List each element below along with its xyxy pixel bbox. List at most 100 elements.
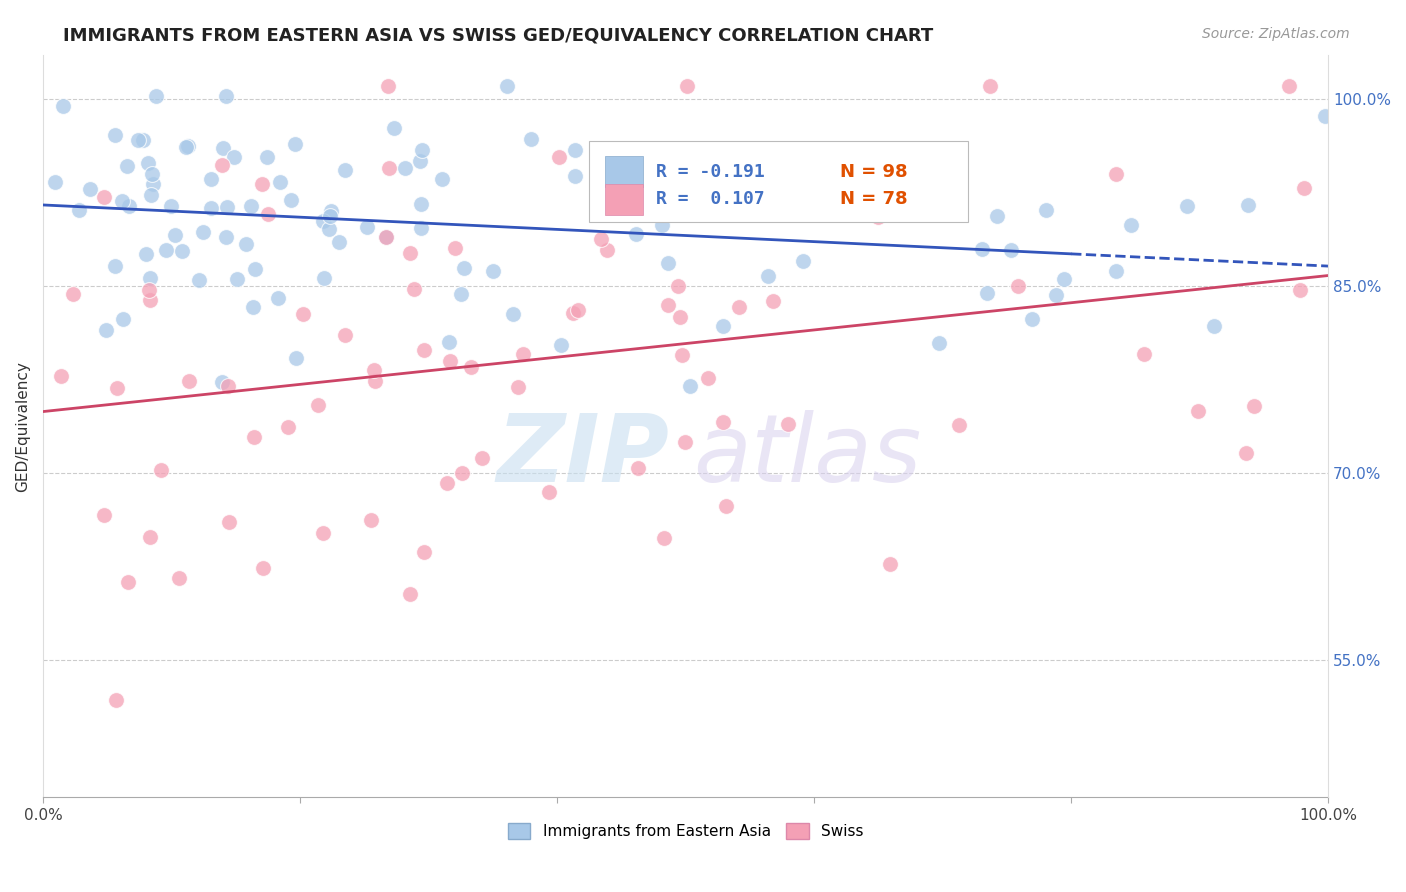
Point <box>159 199 181 213</box>
Point <box>217 379 239 393</box>
Point <box>269 175 291 189</box>
Text: N = 78: N = 78 <box>839 190 907 209</box>
Point <box>460 359 482 374</box>
Point <box>471 451 494 466</box>
Point <box>104 693 127 707</box>
Point <box>245 262 267 277</box>
Point <box>226 272 249 286</box>
Point <box>567 302 589 317</box>
Point <box>976 286 998 301</box>
Point <box>1313 110 1336 124</box>
Point <box>314 270 336 285</box>
Text: atlas: atlas <box>693 410 922 501</box>
Point <box>127 133 149 147</box>
Point <box>312 213 335 227</box>
Point <box>696 370 718 384</box>
Point <box>177 138 200 153</box>
Point <box>211 158 233 172</box>
Point <box>118 199 141 213</box>
Point <box>284 351 307 365</box>
Point <box>564 143 586 157</box>
FancyBboxPatch shape <box>605 156 644 187</box>
Legend: Immigrants from Eastern Asia, Swiss: Immigrants from Eastern Asia, Swiss <box>502 817 870 846</box>
Point <box>1278 79 1301 94</box>
Point <box>136 156 159 170</box>
Point <box>562 306 585 320</box>
Point <box>538 485 561 500</box>
Point <box>444 241 467 255</box>
Point <box>657 297 679 311</box>
Point <box>547 150 569 164</box>
Point <box>215 230 238 244</box>
Point <box>104 128 127 142</box>
Point <box>174 140 197 154</box>
Point <box>382 120 405 135</box>
Point <box>52 99 75 113</box>
Point <box>714 174 737 188</box>
Point <box>93 508 115 523</box>
Point <box>49 369 72 384</box>
Point <box>277 420 299 434</box>
Point <box>256 150 278 164</box>
Point <box>311 526 333 541</box>
Point <box>67 203 90 218</box>
Point <box>741 207 763 221</box>
Point <box>879 557 901 571</box>
Point <box>375 229 398 244</box>
Point <box>624 227 647 242</box>
Point <box>292 307 315 321</box>
Point <box>948 417 970 432</box>
Point <box>564 169 586 183</box>
Point <box>142 178 165 192</box>
Point <box>398 246 420 260</box>
Point <box>235 236 257 251</box>
Point <box>111 194 134 208</box>
Point <box>141 187 163 202</box>
Text: ZIP: ZIP <box>496 410 669 502</box>
Point <box>165 228 187 243</box>
Point <box>132 133 155 147</box>
Point <box>215 88 238 103</box>
Point <box>138 283 160 297</box>
Point <box>187 273 209 287</box>
Point <box>711 318 734 333</box>
Y-axis label: GED/Equivalency: GED/Equivalency <box>15 361 30 491</box>
Point <box>200 172 222 186</box>
Point <box>240 199 263 213</box>
Point <box>149 463 172 477</box>
Point <box>589 232 612 246</box>
Point <box>135 247 157 261</box>
Point <box>866 210 889 224</box>
Point <box>411 143 433 157</box>
Point <box>155 243 177 257</box>
Point <box>673 434 696 449</box>
Point <box>284 136 307 151</box>
Point <box>307 398 329 412</box>
Point <box>633 172 655 186</box>
Text: IMMIGRANTS FROM EASTERN ASIA VS SWISS GED/EQUIVALENCY CORRELATION CHART: IMMIGRANTS FROM EASTERN ASIA VS SWISS GE… <box>63 27 934 45</box>
Point <box>139 271 162 285</box>
Point <box>394 161 416 176</box>
Point <box>657 256 679 270</box>
Point <box>627 461 650 475</box>
Point <box>778 417 800 432</box>
Point <box>378 161 401 176</box>
Point <box>1187 404 1209 418</box>
Point <box>356 219 378 234</box>
Point <box>413 343 436 358</box>
Text: R =  0.107: R = 0.107 <box>657 190 765 209</box>
Point <box>257 207 280 221</box>
Point <box>79 182 101 196</box>
Point <box>242 300 264 314</box>
Point <box>596 244 619 258</box>
Point <box>167 571 190 585</box>
Point <box>450 286 472 301</box>
Point <box>412 545 434 559</box>
Point <box>979 79 1001 94</box>
Point <box>1237 198 1260 212</box>
Point <box>666 278 689 293</box>
Point <box>117 160 139 174</box>
Point <box>453 261 475 276</box>
Point <box>267 291 290 305</box>
Point <box>252 561 274 575</box>
